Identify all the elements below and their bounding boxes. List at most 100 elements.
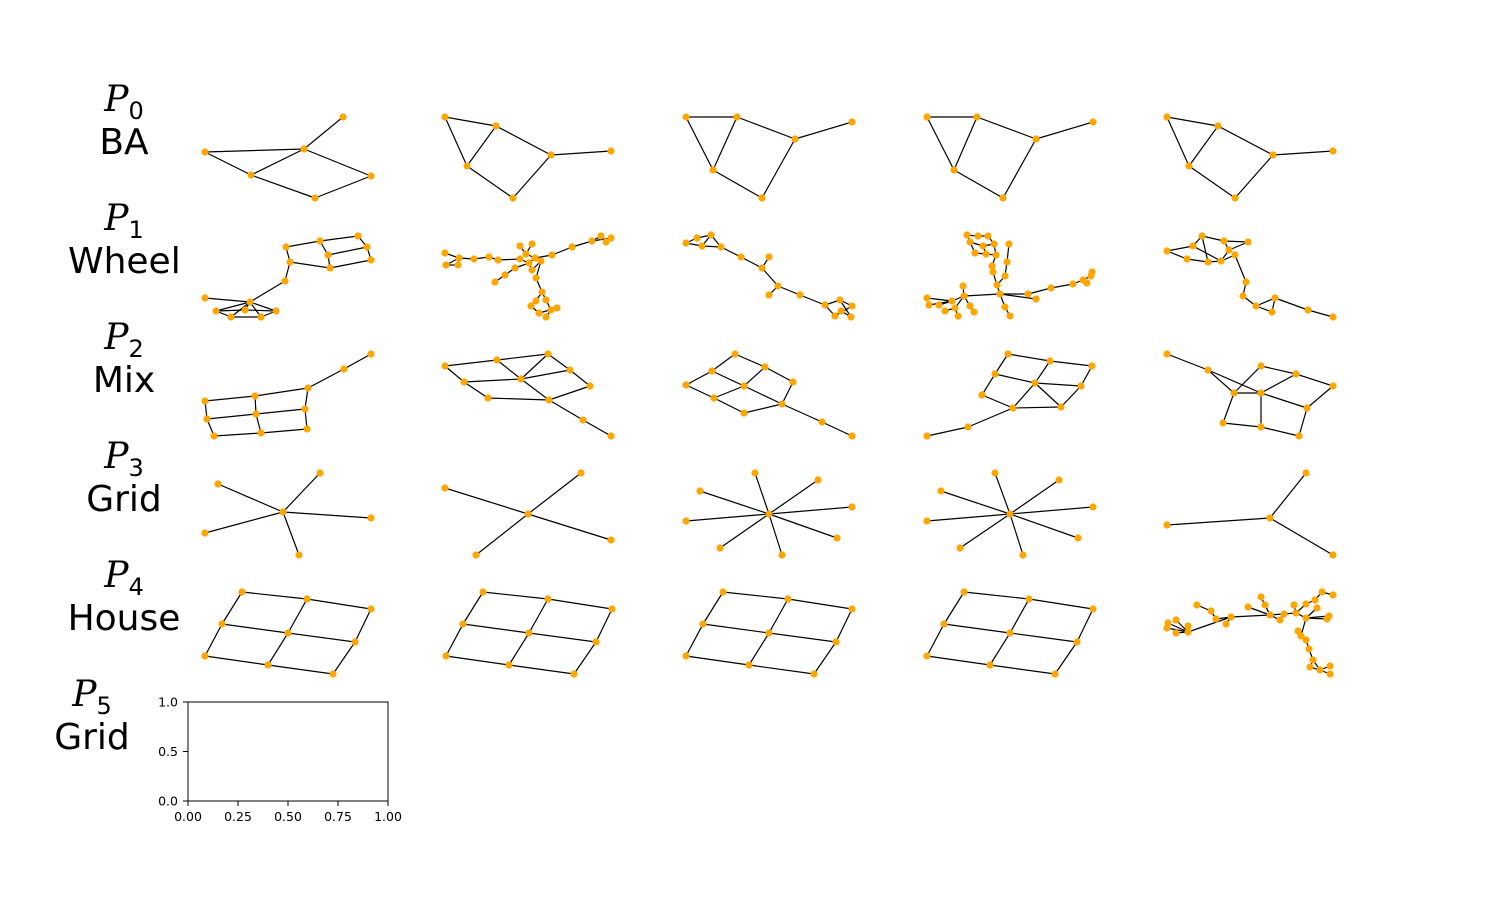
graph-p2-c0-node xyxy=(257,429,265,437)
graph-p4-c0-node xyxy=(329,670,337,678)
graph-p1-c1-node xyxy=(531,254,539,262)
graph-p3-c2-edge xyxy=(685,513,770,522)
graph-p3-c3-node xyxy=(923,517,931,525)
graph-p3-c1-node xyxy=(607,536,615,544)
graph-p2-c0-edge xyxy=(255,408,306,415)
graph-p1-c4-edge xyxy=(1192,245,1222,262)
graph-p4-c1-node xyxy=(479,588,487,596)
graph-p2-c1-edge xyxy=(520,378,550,401)
graph-p2-c3-edge xyxy=(994,353,1009,375)
graph-p0-c1-node xyxy=(509,194,517,202)
graph-p2-c4-edge xyxy=(1222,422,1262,428)
graph-p4-c2-edge xyxy=(685,623,704,657)
graph-p3-c1-edge xyxy=(527,472,582,515)
graph-p2-c2-edge xyxy=(734,353,766,368)
graph-p1-c2-node xyxy=(717,243,725,251)
graph-p1-c0-node xyxy=(282,243,290,251)
graph-p1-c4-edge xyxy=(1234,254,1247,283)
graph-p0-c3-node xyxy=(999,194,1007,202)
graph-p4-c4-edge xyxy=(1247,606,1271,616)
graph-p4-c4-edge xyxy=(1230,614,1271,618)
graph-p1-c4-edge xyxy=(1307,309,1334,318)
graph-p0-c1-node xyxy=(547,151,555,159)
graph-p4-c0-edge xyxy=(267,632,289,666)
graph-p0-c4-edge xyxy=(1188,165,1236,199)
graph-p4-c4-edge xyxy=(1187,616,1232,633)
graph-p2-c2-edge xyxy=(764,366,794,383)
graph-p0-c3-node xyxy=(1032,135,1040,143)
graph-p3-c1-edge xyxy=(444,487,529,515)
graph-p2-c2-node xyxy=(731,350,739,358)
graph-p2-c3-node xyxy=(1046,357,1054,365)
graph-p0-c4-node xyxy=(1329,147,1337,155)
graph-p4-c2-edge xyxy=(835,608,853,643)
graph-p1-c4-node xyxy=(1163,247,1171,255)
graph-p1-c3-node xyxy=(1001,272,1009,280)
graph-p0-c0-edge xyxy=(250,148,305,176)
graph-p4-c2-node xyxy=(832,638,840,646)
graph-p1-c2-edge xyxy=(761,267,779,287)
graph-p2-c0-node xyxy=(304,384,312,392)
graph-p3-c3-node xyxy=(1074,534,1082,542)
graph-p2-c1-edge xyxy=(487,397,550,401)
graph-p3-c3-node xyxy=(991,469,999,477)
graph-p2-c2-edge xyxy=(713,397,745,414)
graph-p2-c2-node xyxy=(818,418,826,426)
graph-p1-c3-node xyxy=(923,294,931,302)
graph-p0-c1-node xyxy=(492,122,500,130)
graph-p1-c3-node xyxy=(1024,290,1032,298)
graph-p4-c0-edge xyxy=(267,664,334,675)
graph-p2-c1-edge xyxy=(444,359,498,367)
graph-p4-c3-node xyxy=(940,620,948,628)
graph-p4-c4-node xyxy=(1212,615,1220,623)
graph-p4-c0-node xyxy=(284,629,292,637)
graph-p2-c3-node xyxy=(1009,404,1017,412)
graph-p4-c3-edge xyxy=(963,591,1030,600)
graph-p0-c0-node xyxy=(311,194,319,202)
graph-p3-c0-node xyxy=(295,551,303,559)
graph-p4-c1-edge xyxy=(547,598,613,610)
graph-p4-c2-edge xyxy=(722,591,789,600)
graph-p3-c3-edge xyxy=(959,513,1011,549)
graph-p3-c1-node xyxy=(472,551,480,559)
graph-p1-c0-node xyxy=(246,298,254,306)
graph-p4-c0-edge xyxy=(287,598,308,634)
graph-p1-c0-edge xyxy=(289,261,331,269)
graph-p2-c1-edge xyxy=(496,353,549,361)
graph-p2-c4-node xyxy=(1219,419,1227,427)
graph-p4-c4-node xyxy=(1313,604,1321,612)
graph-p1-c3-node xyxy=(960,292,968,300)
graph-p0-c2-node xyxy=(848,118,856,126)
graph-p1-c4-node xyxy=(1271,294,1279,302)
graph-p1-c2-node xyxy=(765,253,773,261)
graph-p4-c4-node xyxy=(1193,601,1201,609)
graph-p1-c1-node xyxy=(442,261,450,269)
graph-p2-c2-node xyxy=(682,381,690,389)
graph-p0-c4-node xyxy=(1269,151,1277,159)
graph-p0-c3-edge xyxy=(953,169,1004,199)
graph-p3-c2-node xyxy=(833,534,841,542)
graph-p2-c4-node xyxy=(1163,350,1171,358)
graph-p3-c2-edge xyxy=(768,506,853,515)
graph-p1-c3-node xyxy=(971,249,979,257)
graph-p1-c0-node xyxy=(227,313,235,321)
graph-p4-c2-edge xyxy=(768,632,837,643)
graph-p1-c3-node xyxy=(989,268,997,276)
graph-p3-c2-node xyxy=(751,469,759,477)
graph-p2-c2-node xyxy=(778,400,786,408)
graph-p1-c1-node xyxy=(607,234,615,242)
graph-p4-c4-node xyxy=(1207,607,1215,615)
label-sub: 5 xyxy=(96,692,112,721)
graph-p4-c1-node xyxy=(459,620,467,628)
graph-p2-c4-node xyxy=(1329,382,1337,390)
graph-p4-c1-node xyxy=(592,638,600,646)
graph-p4-c1-node xyxy=(570,670,578,678)
graph-p1-c1-node xyxy=(455,254,463,262)
graph-p1-c0-edge xyxy=(249,301,277,312)
graph-p0-c3-edge xyxy=(976,116,1037,140)
graph-p4-c1-edge xyxy=(508,664,575,675)
graph-p4-c0-node xyxy=(201,652,209,660)
graph-p2-c3-node xyxy=(1004,350,1012,358)
graph-p1-c2-node xyxy=(698,242,706,250)
